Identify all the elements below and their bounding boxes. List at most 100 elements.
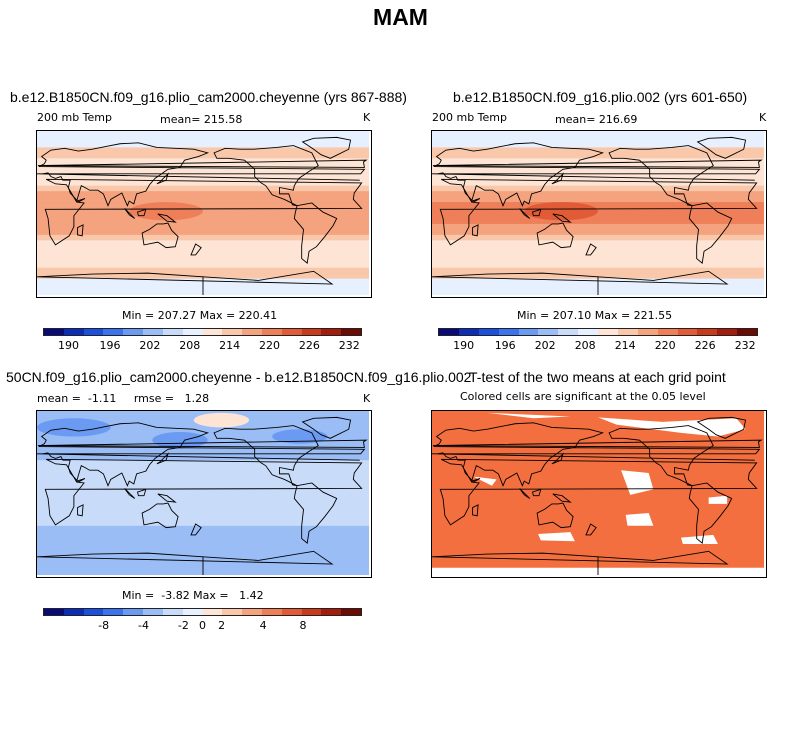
contour-band [37,536,369,543]
colorbar-swatch [222,329,243,335]
colorbar-swatch [321,609,342,615]
colorbar-swatch [242,609,262,615]
cold-anomaly [37,418,111,437]
coastline [157,213,177,223]
colorbar-tick-label: 0 [199,619,206,632]
colorbar-tick-label: 202 [534,339,556,352]
colorbar-swatch [103,329,124,335]
coastline [37,270,334,295]
colorbar-swatch [182,609,203,615]
contour-band [37,482,369,489]
colorbar-tick-label: 202 [139,339,161,352]
colorbar-swatch [143,609,163,615]
colorbar-swatch [63,609,84,615]
panel2-field-label: 200 mb Temp [432,111,508,124]
coastline [156,452,169,465]
coastline [608,145,714,207]
contour-band [37,202,369,209]
cold-anomaly [272,429,328,444]
contour-band [432,174,764,181]
panel4-map [431,410,767,578]
contour-band [432,180,764,187]
contour-band [432,273,764,280]
colorbar-tick-label: 196 [99,339,121,352]
warm-anomaly [193,412,250,428]
colorbar-swatch [123,329,144,335]
colorbar-swatch [202,609,223,615]
contour-band [37,427,369,434]
colorbar-swatch [498,329,519,335]
contour-band [37,141,369,148]
colorbar-swatch [538,329,559,335]
contour-band [432,158,764,165]
colorbar-swatch [598,329,618,335]
colorbar-swatch [202,329,223,335]
coastline [432,422,761,487]
contour-band [432,207,764,214]
contour-band [37,509,369,516]
panel1-field-label: 200 mb Temp [37,111,113,124]
contour-band [432,262,764,269]
colorbar-swatch [617,329,638,335]
contour-band [37,147,369,154]
panel2-colorbar-ticks: 190 196 202 208 214 220 226 232 [438,339,758,353]
coastline [472,224,479,237]
coastline [552,493,572,503]
contour-band [432,251,764,258]
colorbar-tick-label: 232 [338,339,360,352]
colorbar-swatch [44,609,64,615]
coastline [124,488,136,499]
map1-canvas [37,131,369,295]
coastline [688,482,733,544]
contour-band [37,191,369,198]
coastline [44,178,363,246]
panel2-map [431,130,767,298]
coastline [213,145,319,207]
coastline [77,504,84,517]
colorbar-tick-label: 220 [654,339,676,352]
colorbar-swatch [83,329,104,335]
coastline [585,523,597,536]
contour-band [432,152,764,159]
contour-band [37,223,369,230]
contour-band [37,493,369,500]
insignificant-region [538,532,575,542]
colorbar-tick-label: 4 [259,619,267,632]
coastline [190,243,202,256]
contour-band [37,525,369,532]
coastline [696,136,747,159]
panel3-colorbar [43,608,362,616]
coastline [439,178,758,246]
colorbar-swatch [83,609,104,615]
insignificant-region [598,417,746,437]
contour-band [37,245,369,252]
colorbar-swatch [697,329,718,335]
panel1-minmax: Min = 207.27 Max = 220.41 [122,309,278,322]
contour-band [37,547,369,554]
contour-band [37,136,369,143]
colorbar-swatch [717,329,738,335]
coastline [37,550,334,575]
contour-band [37,454,369,461]
colorbar-tick-label: 232 [734,339,756,352]
colorbar-swatch [458,329,479,335]
colorbar-swatch [558,329,579,335]
coastline [432,270,729,295]
contour-band [37,542,369,549]
panel3-units: K [363,392,371,405]
panel1-colorbar-ticks: 190 196 202 208 214 220 226 232 [43,339,362,353]
contour-band [37,185,369,192]
colorbar-swatch [321,329,342,335]
contour-band [37,218,369,225]
colorbar-swatch [341,609,361,615]
contour-band [37,411,369,418]
coastline [157,493,177,503]
map4-canvas [432,411,764,575]
contour-band [432,245,764,252]
coastline [688,202,733,264]
coastline [37,159,368,168]
colorbar-swatch [162,329,183,335]
colorbar-swatch [44,329,64,335]
coastline [531,208,542,217]
contour-band [37,514,369,521]
